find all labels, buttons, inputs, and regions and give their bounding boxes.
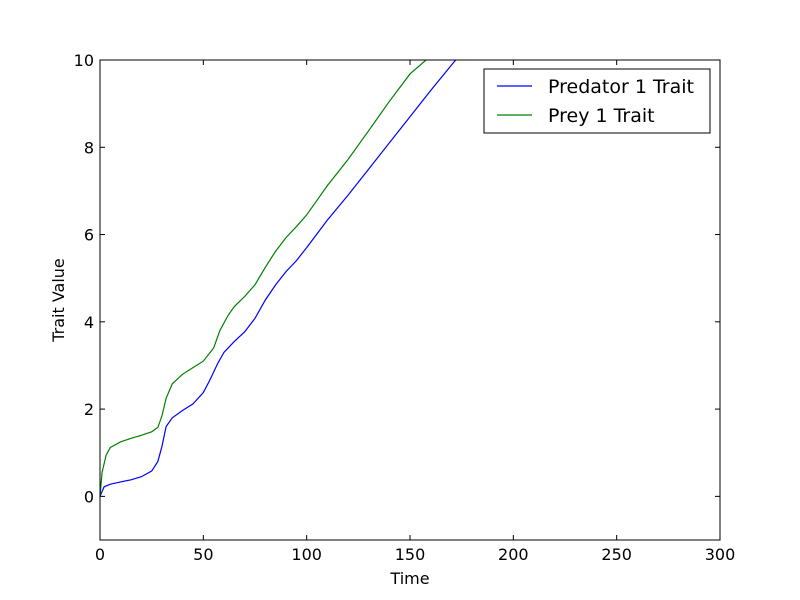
x-tick-label: 50: [193, 545, 213, 564]
y-axis: 0 2 4 6 8 10: [74, 51, 720, 506]
x-tick-label: 150: [395, 545, 426, 564]
series-line-prey-1-trait: [100, 60, 428, 497]
x-tick-label: 300: [705, 545, 736, 564]
y-tick-label: 4: [84, 313, 94, 332]
y-tick-label: 6: [84, 226, 94, 245]
series-line-predator-1-trait: [100, 60, 457, 497]
y-axis-label: Trait Value: [49, 258, 68, 343]
y-tick-label: 0: [84, 487, 94, 506]
x-tick-label: 100: [291, 545, 322, 564]
plot-area: [100, 60, 457, 497]
x-tick-label: 200: [498, 545, 529, 564]
x-tick-label: 250: [601, 545, 632, 564]
y-tick-label: 10: [74, 51, 94, 70]
legend-label: Predator 1 Trait: [548, 76, 694, 98]
x-tick-label: 0: [95, 545, 105, 564]
x-axis: 0 50 100 150 200 250 300: [95, 60, 735, 564]
legend-label: Prey 1 Trait: [548, 105, 655, 127]
legend-box: [483, 68, 711, 134]
x-axis-label: Time: [389, 569, 429, 588]
y-tick-label: 2: [84, 400, 94, 419]
legend: Predator 1 Trait Prey 1 Trait: [483, 68, 711, 134]
y-tick-label: 8: [84, 138, 94, 157]
